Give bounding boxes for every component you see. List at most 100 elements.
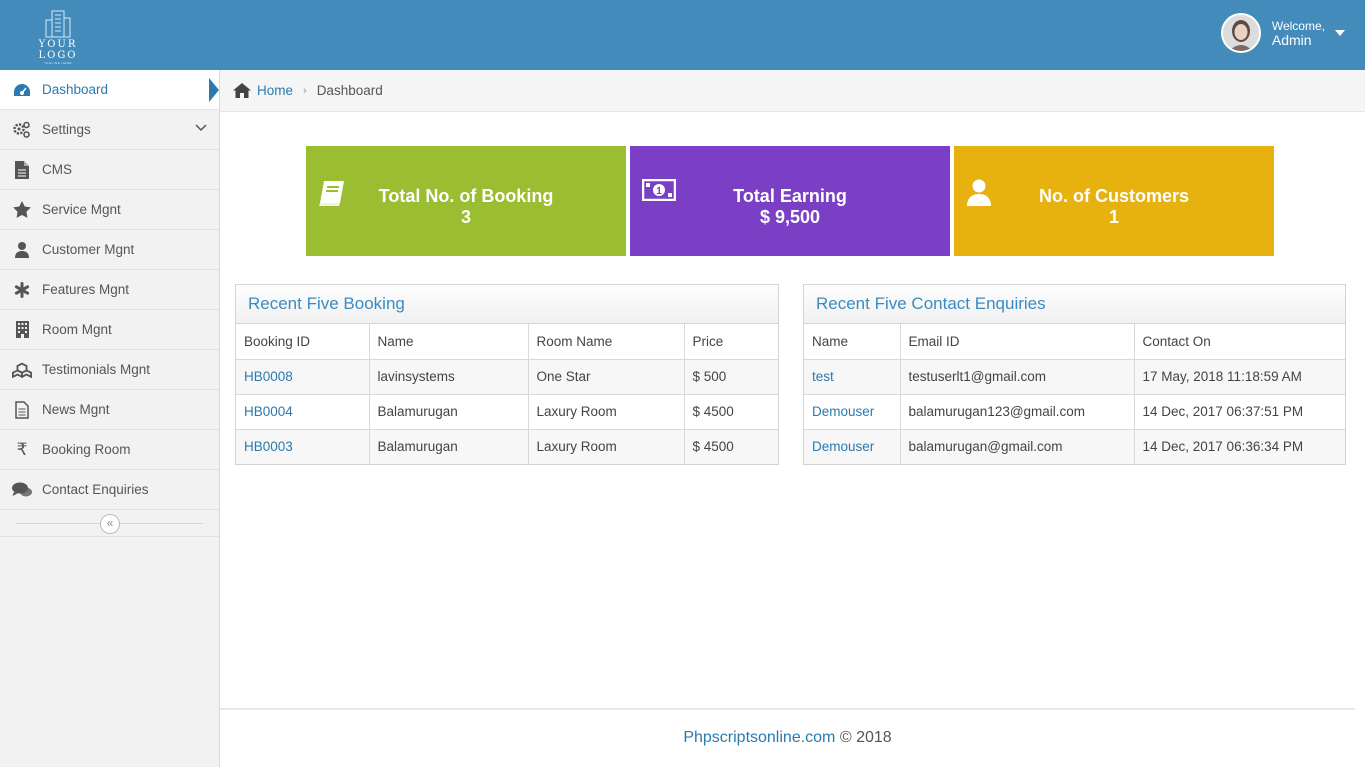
footer: Phpscriptsonline.com © 2018 [220, 708, 1355, 767]
recent-enquiries-panel: Recent Five Contact Enquiries Name Email… [803, 284, 1346, 465]
column-header: Name [369, 324, 529, 360]
enquiries-table: Name Email ID Contact On test testuserlt… [804, 324, 1345, 464]
sidebar-item-news-mgnt[interactable]: News Mgnt [0, 390, 219, 430]
book-icon [318, 179, 348, 210]
top-bar: YOUR LOGO TAGLINE HERE Welcome, Admin [0, 0, 1365, 70]
booking-id-link[interactable]: HB0008 [244, 369, 293, 384]
table-cell: Laxury Room [528, 429, 685, 464]
logo-building-icon [45, 10, 71, 38]
table-cell: Laxury Room [528, 394, 685, 430]
caret-down-icon[interactable] [1335, 30, 1345, 36]
avatar[interactable] [1220, 13, 1261, 53]
stat-title: Total Earning [733, 186, 847, 206]
star-icon [12, 200, 32, 220]
sidebar-item-label: Service Mgnt [42, 202, 121, 217]
asterisk-icon [12, 280, 32, 300]
file-text-icon [12, 400, 32, 420]
sidebar-item-booking-room[interactable]: ₹ Booking Room [0, 430, 219, 470]
sidebar-item-testimonials-mgnt[interactable]: Testimonials Mgnt [0, 350, 219, 390]
footer-link[interactable]: Phpscriptsonline.com [683, 729, 836, 746]
panel-title: Recent Five Booking [236, 285, 778, 324]
breadcrumb-current: Dashboard [316, 83, 383, 98]
svg-text:1: 1 [656, 186, 662, 197]
column-header: Room Name [528, 324, 685, 360]
sidebar-item-label: Booking Room [42, 442, 131, 457]
sidebar-item-label: Contact Enquiries [42, 482, 149, 497]
column-header: Contact On [1134, 324, 1345, 360]
table-cell: 14 Dec, 2017 06:37:51 PM [1134, 394, 1345, 430]
user-name: Admin [1271, 32, 1312, 48]
stat-title: Total No. of Booking [378, 186, 554, 206]
sidebar-item-label: Features Mgnt [42, 282, 130, 297]
enquiry-name-link[interactable]: Demouser [812, 404, 875, 419]
stat-title: No. of Customers [1038, 186, 1189, 206]
sidebar-item-label: News Mgnt [42, 402, 110, 417]
enquiry-name-link[interactable]: test [812, 369, 834, 384]
breadcrumb: Home › Dashboard [220, 70, 1365, 112]
gears-icon [12, 120, 32, 140]
table-row: Demouser balamurugan123@gmail.com 14 Dec… [804, 394, 1345, 430]
table-cell: balamurugan@gmail.com [900, 429, 1135, 464]
column-header: Price [684, 324, 778, 360]
user-icon [966, 179, 992, 210]
stat-card-bookings[interactable]: Total No. of Booking 3 [306, 146, 626, 256]
sidebar-item-label: Customer Mgnt [42, 242, 135, 257]
sidebar-item-features-mgnt[interactable]: Features Mgnt [0, 270, 219, 310]
money-icon: 1 [641, 178, 677, 204]
table-header-row: Name Email ID Contact On [804, 324, 1345, 360]
sidebar-item-label: Room Mgnt [42, 322, 112, 337]
double-chevron-left-icon[interactable]: « [100, 514, 120, 534]
sidebar: Dashboard Settings CMS Service Mgnt Cust… [0, 70, 220, 767]
user-menu[interactable]: Welcome, Admin [1220, 12, 1345, 54]
stat-value: 3 [460, 207, 471, 227]
table-cell: lavinsystems [369, 359, 529, 395]
logo-text: YOUR LOGO [38, 39, 78, 61]
stat-card-earning[interactable]: 1 Total Earning $ 9,500 [630, 146, 950, 256]
table-row: Demouser balamurugan@gmail.com 14 Dec, 2… [804, 429, 1345, 464]
column-header: Booking ID [236, 324, 370, 360]
welcome-label: Welcome, [1271, 19, 1325, 33]
chevron-right-icon: › [303, 84, 307, 97]
table-cell: Balamurugan [369, 394, 529, 430]
panel-title: Recent Five Contact Enquiries [804, 285, 1345, 324]
booking-id-link[interactable]: HB0004 [244, 404, 293, 419]
booking-id-link[interactable]: HB0003 [244, 439, 293, 455]
logo-tagline: TAGLINE HERE [44, 61, 72, 65]
sidebar-item-customer-mgnt[interactable]: Customer Mgnt [0, 230, 219, 270]
sidebar-item-contact-enquiries[interactable]: Contact Enquiries [0, 470, 219, 510]
table-row: HB0003 Balamurugan Laxury Room $ 4500 [236, 429, 778, 464]
dashboard-icon [12, 80, 32, 100]
table-cell: $ 4500 [684, 394, 778, 430]
sidebar-item-label: Settings [42, 122, 91, 137]
enquiry-name-link[interactable]: Demouser [812, 439, 875, 455]
sidebar-item-cms[interactable]: CMS [0, 150, 219, 190]
user-icon [12, 240, 32, 260]
sidebar-item-dashboard[interactable]: Dashboard [0, 70, 219, 110]
sidebar-item-label: Dashboard [42, 82, 109, 97]
table-row: HB0004 Balamurugan Laxury Room $ 4500 [236, 394, 778, 430]
table-header-row: Booking ID Name Room Name Price [236, 324, 778, 360]
breadcrumb-home-link[interactable]: Home [257, 83, 294, 98]
table-cell: balamurugan123@gmail.com [900, 394, 1135, 430]
column-header: Email ID [900, 324, 1135, 360]
sidebar-item-settings[interactable]: Settings [0, 110, 219, 150]
logo[interactable]: YOUR LOGO TAGLINE HERE [20, 8, 96, 65]
stat-card-customers[interactable]: No. of Customers 1 [954, 146, 1274, 256]
footer-copyright: © 2018 [839, 729, 892, 746]
rupee-icon: ₹ [16, 439, 28, 459]
table-cell: 17 May, 2018 11:18:59 AM [1134, 359, 1345, 395]
table-cell: Balamurugan [369, 429, 529, 464]
table-cell: 14 Dec, 2017 06:36:34 PM [1134, 429, 1345, 464]
table-cell: One Star [528, 359, 685, 395]
table-cell: testuserlt1@gmail.com [900, 359, 1135, 395]
sidebar-item-label: Testimonials Mgnt [42, 362, 151, 377]
home-icon[interactable] [233, 83, 251, 98]
stat-value: 1 [1108, 207, 1119, 227]
table-cell: $ 500 [684, 359, 778, 395]
table-cell: $ 4500 [684, 429, 778, 464]
sidebar-collapse-row: « [0, 510, 219, 537]
sidebar-item-room-mgnt[interactable]: Room Mgnt [0, 310, 219, 350]
stat-value: $ 9,500 [759, 207, 821, 227]
chevron-down-icon[interactable] [195, 124, 207, 132]
sidebar-item-service-mgnt[interactable]: Service Mgnt [0, 190, 219, 230]
